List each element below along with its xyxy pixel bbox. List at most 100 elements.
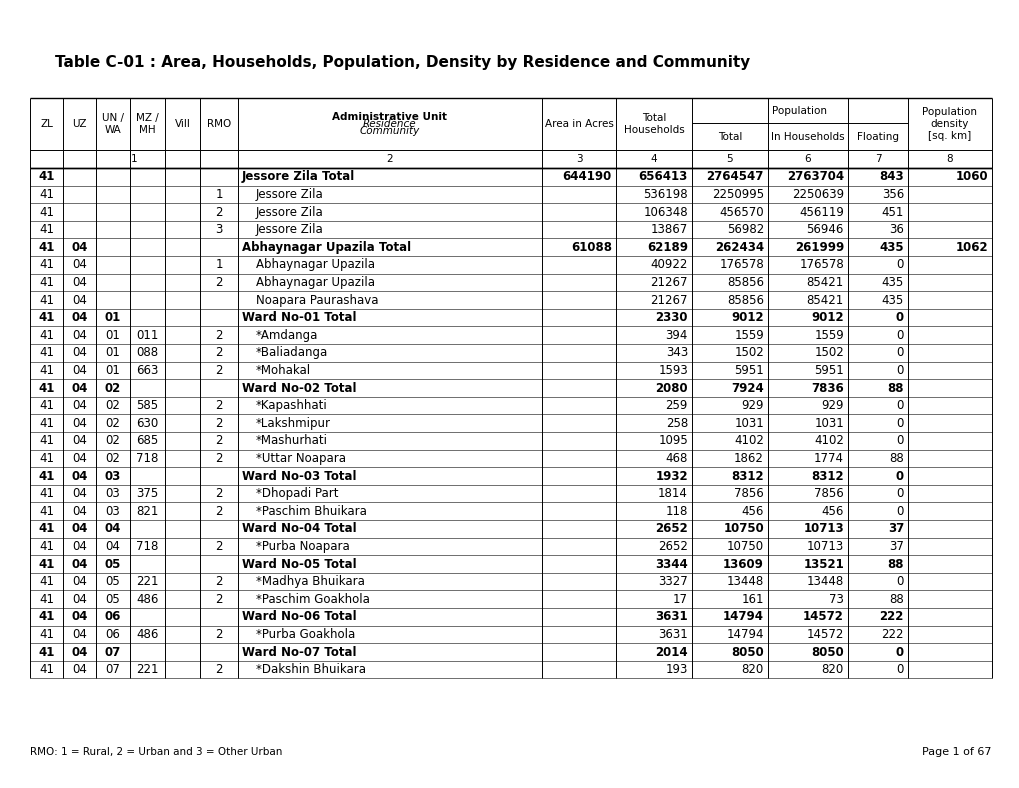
Text: 929: 929	[820, 399, 843, 412]
Text: 0: 0	[895, 311, 903, 324]
Text: 01: 01	[105, 311, 121, 324]
Text: 656413: 656413	[638, 170, 688, 184]
Text: 36: 36	[889, 223, 903, 236]
Text: 2: 2	[215, 663, 222, 676]
Text: 41: 41	[39, 417, 54, 429]
Text: 88: 88	[889, 593, 903, 606]
Text: 04: 04	[72, 293, 87, 307]
Text: 1095: 1095	[657, 434, 688, 448]
Text: 718: 718	[137, 452, 159, 465]
Text: 456: 456	[821, 504, 843, 518]
Text: 3327: 3327	[657, 575, 688, 588]
Text: 3344: 3344	[654, 557, 688, 571]
Text: 21267: 21267	[650, 293, 688, 307]
Text: *Baliadanga: *Baliadanga	[256, 346, 328, 359]
Text: 2: 2	[215, 452, 222, 465]
Text: 435: 435	[880, 293, 903, 307]
Text: 37: 37	[887, 522, 903, 535]
Text: 2250995: 2250995	[711, 188, 763, 201]
Text: 259: 259	[665, 399, 688, 412]
Text: 41: 41	[39, 557, 55, 571]
Text: Jessore Zila: Jessore Zila	[256, 206, 323, 218]
Text: ZL: ZL	[40, 119, 53, 129]
Text: *Dakshin Bhuikara: *Dakshin Bhuikara	[256, 663, 366, 676]
Text: 01: 01	[105, 346, 120, 359]
Text: 41: 41	[39, 223, 54, 236]
Text: 04: 04	[72, 593, 87, 606]
Text: 0: 0	[896, 434, 903, 448]
Text: 7856: 7856	[734, 487, 763, 500]
Text: 9012: 9012	[810, 311, 843, 324]
Text: Vill: Vill	[174, 119, 191, 129]
Text: 85421: 85421	[806, 293, 843, 307]
Text: Ward No-06 Total: Ward No-06 Total	[242, 610, 357, 623]
Text: 41: 41	[39, 188, 54, 201]
Text: 2: 2	[215, 593, 222, 606]
Text: 644190: 644190	[562, 170, 611, 184]
Text: 04: 04	[72, 329, 87, 342]
Text: 41: 41	[39, 381, 55, 395]
Text: 85421: 85421	[806, 276, 843, 289]
Text: 630: 630	[137, 417, 159, 429]
Text: Ward No-03 Total: Ward No-03 Total	[242, 470, 357, 482]
Text: 03: 03	[106, 487, 120, 500]
Text: 41: 41	[39, 329, 54, 342]
Text: Ward No-04 Total: Ward No-04 Total	[242, 522, 357, 535]
Text: 10713: 10713	[803, 522, 843, 535]
Text: 7836: 7836	[810, 381, 843, 395]
Text: 41: 41	[39, 593, 54, 606]
Text: 41: 41	[39, 399, 54, 412]
Text: 394: 394	[665, 329, 688, 342]
Text: 06: 06	[105, 610, 121, 623]
Text: 486: 486	[137, 593, 159, 606]
Text: 02: 02	[105, 434, 120, 448]
Text: 41: 41	[39, 311, 55, 324]
Text: 1559: 1559	[734, 329, 763, 342]
Text: Table C-01 : Area, Households, Population, Density by Residence and Community: Table C-01 : Area, Households, Populatio…	[55, 54, 750, 69]
Text: 1: 1	[215, 188, 222, 201]
Text: 2: 2	[215, 540, 222, 553]
Text: UZ: UZ	[72, 119, 87, 129]
Text: 8312: 8312	[810, 470, 843, 482]
Text: 01: 01	[105, 329, 120, 342]
Text: 536198: 536198	[643, 188, 688, 201]
Text: 04: 04	[71, 522, 88, 535]
Text: 88: 88	[887, 557, 903, 571]
Text: Jessore Zila: Jessore Zila	[256, 223, 323, 236]
Text: 2: 2	[215, 399, 222, 412]
Text: 1862: 1862	[734, 452, 763, 465]
Text: 0: 0	[896, 575, 903, 588]
Text: 41: 41	[39, 487, 54, 500]
Text: 011: 011	[137, 329, 159, 342]
Text: 06: 06	[105, 628, 120, 641]
Text: 04: 04	[105, 540, 120, 553]
Text: 2764547: 2764547	[706, 170, 763, 184]
Text: 1559: 1559	[813, 329, 843, 342]
Text: 56946: 56946	[806, 223, 843, 236]
Text: Abhaynagar Upazila: Abhaynagar Upazila	[256, 258, 375, 271]
Text: 1060: 1060	[955, 170, 987, 184]
Text: 10750: 10750	[727, 540, 763, 553]
Text: 193: 193	[665, 663, 688, 676]
Text: 222: 222	[880, 628, 903, 641]
Text: *Mohakal: *Mohakal	[256, 364, 311, 377]
Text: 486: 486	[137, 628, 159, 641]
Text: 5: 5	[726, 154, 733, 164]
Text: 0: 0	[895, 645, 903, 659]
Text: 41: 41	[39, 645, 55, 659]
Text: 0: 0	[896, 417, 903, 429]
Text: 118: 118	[665, 504, 688, 518]
Text: 0: 0	[895, 470, 903, 482]
Text: 41: 41	[39, 364, 54, 377]
Text: Ward No-07 Total: Ward No-07 Total	[242, 645, 357, 659]
Text: 04: 04	[72, 364, 87, 377]
Text: 1031: 1031	[734, 417, 763, 429]
Text: 14572: 14572	[802, 610, 843, 623]
Text: *Purba Noapara: *Purba Noapara	[256, 540, 350, 553]
Text: 04: 04	[72, 575, 87, 588]
Text: 8050: 8050	[731, 645, 763, 659]
Text: 1062: 1062	[955, 240, 987, 254]
Text: 8312: 8312	[731, 470, 763, 482]
Text: *Lakshmipur: *Lakshmipur	[256, 417, 331, 429]
Text: 435: 435	[880, 276, 903, 289]
